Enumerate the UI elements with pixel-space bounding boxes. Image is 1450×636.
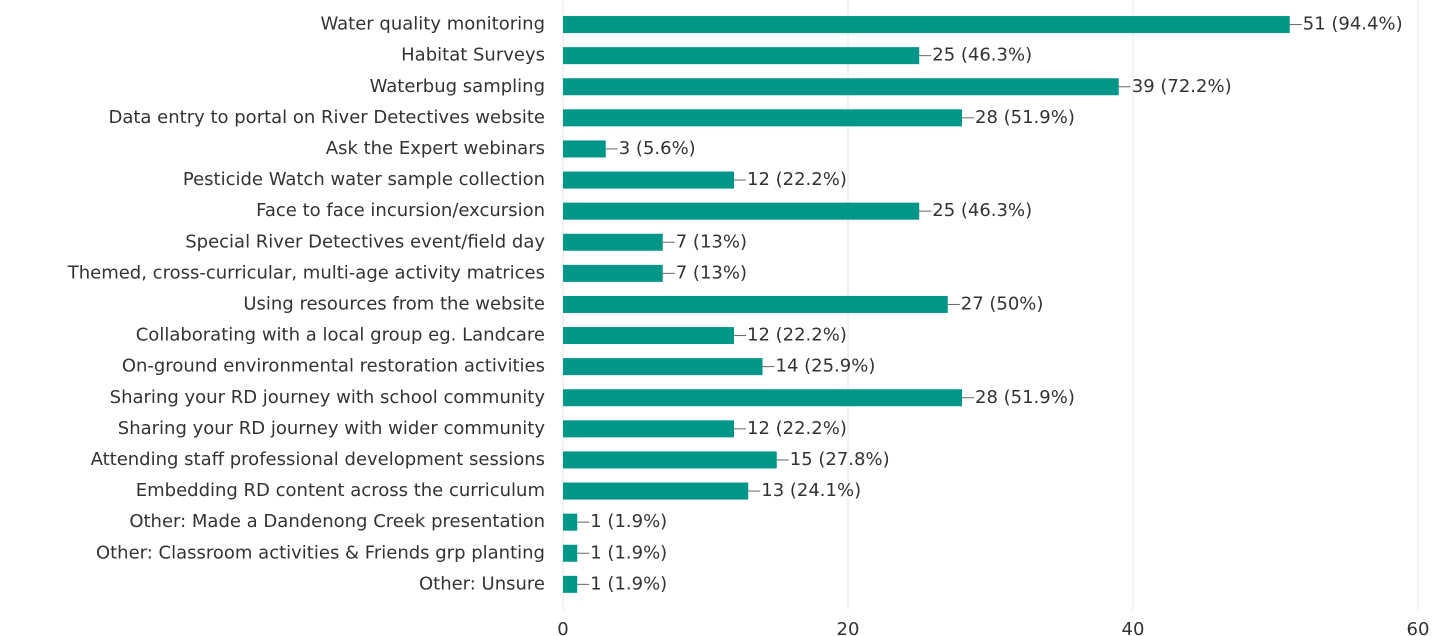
bar [563,78,1119,96]
y-tick-label: Other: Made a Dandenong Creek presentati… [129,511,545,532]
data-label: 12 (22.2%) [747,418,847,439]
data-label: 3 (5.6%) [619,138,696,159]
data-label: 1 (1.9%) [590,542,667,563]
x-tick-label: 40 [1122,619,1145,636]
y-tick-label: Habitat Surveys [401,45,545,66]
bar [563,513,578,531]
data-label: 15 (27.8%) [790,449,890,470]
bar [563,202,920,220]
y-tick-label: Attending staff professional development… [91,449,545,470]
y-tick-label: Special River Detectives event/field day [185,231,545,252]
y-tick-label: Data entry to portal on River Detectives… [108,107,545,128]
data-label: 13 (24.1%) [761,480,861,501]
bar [563,544,578,562]
data-label: 7 (13%) [676,231,747,252]
bar [563,358,763,376]
bar [563,420,734,438]
bar [563,327,734,345]
data-label: 39 (72.2%) [1132,76,1232,97]
y-tick-label: Water quality monitoring [321,14,546,35]
y-tick-label: Pesticide Watch water sample collection [183,169,545,190]
data-label: 1 (1.9%) [590,573,667,594]
x-tick-label: 60 [1407,619,1430,636]
y-tick-label: Ask the Expert webinars [326,138,545,159]
bar [563,47,920,65]
y-tick-label: Embedding RD content across the curricul… [136,480,545,501]
bar [563,295,948,313]
bar [563,264,663,282]
data-label: 14 (25.9%) [776,356,876,377]
bar [563,482,749,500]
y-tick-label: Using resources from the website [243,293,545,314]
bar [563,451,777,469]
y-tick-label: On-ground environmental restoration acti… [122,356,545,377]
y-tick-label: Sharing your RD journey with school comm… [110,387,546,408]
data-label: 25 (46.3%) [932,45,1032,66]
data-label: 12 (22.2%) [747,169,847,190]
bar [563,109,962,127]
y-tick-label: Waterbug sampling [370,76,545,97]
y-tick-label: Other: Unsure [419,573,545,594]
bar [563,575,578,593]
data-label: 12 (22.2%) [747,325,847,346]
bar [563,140,606,158]
data-label: 27 (50%) [961,293,1044,314]
data-label: 25 (46.3%) [932,200,1032,221]
data-label: 7 (13%) [676,262,747,283]
y-tick-label: Themed, cross-curricular, multi-age acti… [67,262,545,283]
bar [563,233,663,251]
y-tick-label: Face to face incursion/excursion [256,200,545,221]
bar [563,171,734,189]
data-label: 1 (1.9%) [590,511,667,532]
y-tick-label: Other: Classroom activities & Friends gr… [96,542,545,563]
data-label: 28 (51.9%) [975,107,1075,128]
y-tick-label: Sharing your RD journey with wider commu… [118,418,546,439]
x-tick-label: 0 [557,619,568,636]
x-tick-label: 20 [837,619,860,636]
data-label: 51 (94.4%) [1303,14,1403,35]
bar [563,16,1290,34]
y-tick-label: Collaborating with a local group eg. Lan… [136,325,545,346]
bar [563,389,962,407]
data-label: 28 (51.9%) [975,387,1075,408]
